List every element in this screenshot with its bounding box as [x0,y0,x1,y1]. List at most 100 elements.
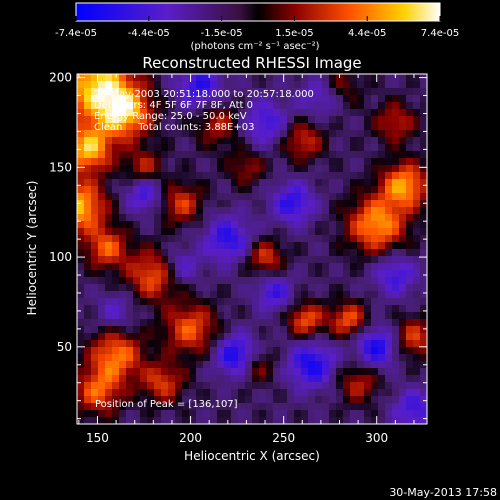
heatmap-cell [399,88,407,96]
heatmap-cell [105,74,113,82]
heatmap-cell [301,179,309,187]
heatmap-cell [350,81,358,89]
heatmap-cell [252,375,260,383]
heatmap-cell [336,88,344,96]
heatmap-cell [294,172,302,180]
heatmap-cell [364,200,372,208]
heatmap-cell [203,361,211,369]
heatmap-cell [126,382,134,390]
heatmap-cell [287,298,295,306]
heatmap-cell [371,382,379,390]
heatmap-cell [392,158,400,166]
heatmap-cell [154,410,162,418]
heatmap-cell [154,109,162,117]
heatmap-cell [91,361,99,369]
heatmap-cell [175,326,183,334]
heatmap-cell [182,193,190,201]
heatmap-cell [252,368,260,376]
heatmap-cell [133,354,141,362]
heatmap-cell [294,144,302,152]
heatmap-cell [406,221,414,229]
heatmap-cell [133,116,141,124]
heatmap-cell [371,137,379,145]
heatmap-cell [154,242,162,250]
heatmap-cell [189,207,197,215]
heatmap-cell [119,354,127,362]
heatmap-cell [308,305,316,313]
heatmap-cell [112,249,120,257]
heatmap-cell [147,109,155,117]
heatmap-cell [140,298,148,306]
heatmap-cell [350,165,358,173]
heatmap-cell [266,95,274,103]
heatmap-cell [77,333,85,341]
heatmap-cell [84,102,92,110]
heatmap-cell [357,410,365,418]
heatmap-cell [84,298,92,306]
heatmap-cell [287,389,295,397]
heatmap-cell [364,102,372,110]
heatmap-cell [98,284,106,292]
heatmap-cell [126,305,134,313]
heatmap-cell [147,270,155,278]
heatmap-cell [140,235,148,243]
heatmap-cell [273,382,281,390]
heatmap-cell [91,284,99,292]
heatmap-cell [364,410,372,418]
heatmap-cell [98,165,106,173]
heatmap-cell [350,270,358,278]
heatmap-cell [238,319,246,327]
heatmap-cell [308,319,316,327]
heatmap-cell [371,116,379,124]
heatmap-cell [294,284,302,292]
heatmap-cell [392,235,400,243]
heatmap-cell [259,151,267,159]
heatmap-cell [406,396,414,404]
heatmap-cell [364,298,372,306]
heatmap-cell [392,263,400,271]
heatmap-cell [308,165,316,173]
heatmap-cell [280,368,288,376]
heatmap-cell [238,74,246,82]
heatmap-cell [238,81,246,89]
heatmap-cell [329,144,337,152]
heatmap-cell [371,74,379,82]
heatmap-cell [266,144,274,152]
heatmap-cell [168,221,176,229]
heatmap-cell [399,144,407,152]
heatmap-cell [161,144,169,152]
heatmap-cell [98,340,106,348]
annotation-time-range: 25-May-2003 20:51:18.000 to 20:57:18.000 [94,89,314,100]
heatmap-cell [343,221,351,229]
heatmap-cell [273,277,281,285]
y-tick-label: 200 [49,71,72,85]
heatmap-cell [329,291,337,299]
heatmap-cell [203,151,211,159]
heatmap-cell [336,228,344,236]
heatmap-cell [413,221,421,229]
heatmap-cell [266,270,274,278]
heatmap-cell [119,88,127,96]
heatmap-cell [189,417,197,424]
heatmap-cell [91,158,99,166]
heatmap-cell [84,312,92,320]
heatmap-cell [147,123,155,131]
heatmap-cell [252,382,260,390]
heatmap-cell [238,368,246,376]
heatmap-cell [259,74,267,82]
heatmap-cell [378,410,386,418]
heatmap-cell [301,368,309,376]
heatmap-cell [91,151,99,159]
heatmap-cell [84,417,92,424]
heatmap-cell [252,354,260,362]
heatmap-cell [252,312,260,320]
heatmap-cell [203,200,211,208]
heatmap-cell [175,151,183,159]
heatmap-cell [154,389,162,397]
heatmap-cell [133,242,141,250]
heatmap-cell [259,256,267,264]
heatmap-cell [133,172,141,180]
heatmap-cell [189,116,197,124]
heatmap-cell [329,130,337,138]
heatmap-cell [119,102,127,110]
